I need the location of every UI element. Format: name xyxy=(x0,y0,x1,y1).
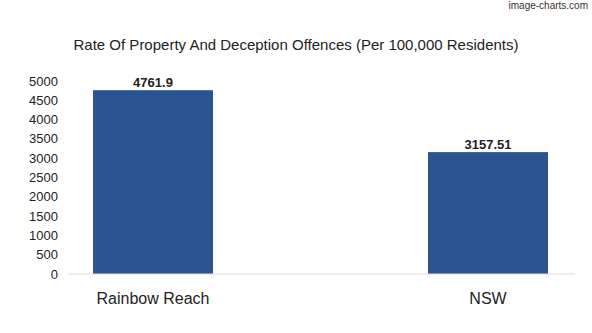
bars xyxy=(93,90,548,274)
tick-mark xyxy=(64,119,68,120)
y-tick-label: 2500 xyxy=(29,170,58,185)
x-tick-label: NSW xyxy=(469,290,507,307)
tick-mark xyxy=(64,138,68,139)
bar xyxy=(428,152,548,274)
tick-mark xyxy=(64,196,68,197)
tick-mark xyxy=(64,100,68,101)
y-tick-label: 0 xyxy=(51,267,58,282)
y-tick-label: 1500 xyxy=(29,209,58,224)
bar xyxy=(93,90,213,274)
y-tick-label: 3000 xyxy=(29,151,58,166)
y-tick-label: 4000 xyxy=(29,112,58,127)
title: Rate Of Property And Deception Offences … xyxy=(74,36,519,53)
chart: Rate Of Property And Deception Offences … xyxy=(0,0,592,333)
tick-mark xyxy=(64,254,68,255)
tick-mark xyxy=(64,274,68,275)
y-tick-label: 3500 xyxy=(29,131,58,146)
y-tick-label: 500 xyxy=(36,247,58,262)
x-axis-line xyxy=(68,274,575,275)
y-tick-label: 2000 xyxy=(29,189,58,204)
y-tick-label: 5000 xyxy=(29,74,58,89)
tick-mark xyxy=(64,216,68,217)
tick-mark xyxy=(64,81,68,82)
x-tick-label: Rainbow Reach xyxy=(97,290,210,307)
tick-mark xyxy=(64,177,68,178)
watermark: image-charts.com xyxy=(509,0,588,11)
y-tick-label: 1000 xyxy=(29,228,58,243)
tick-mark xyxy=(64,235,68,236)
y-tick-label: 4500 xyxy=(29,93,58,108)
data-label: 3157.51 xyxy=(465,137,512,152)
tick-mark xyxy=(64,158,68,159)
data-label: 4761.9 xyxy=(133,75,173,90)
